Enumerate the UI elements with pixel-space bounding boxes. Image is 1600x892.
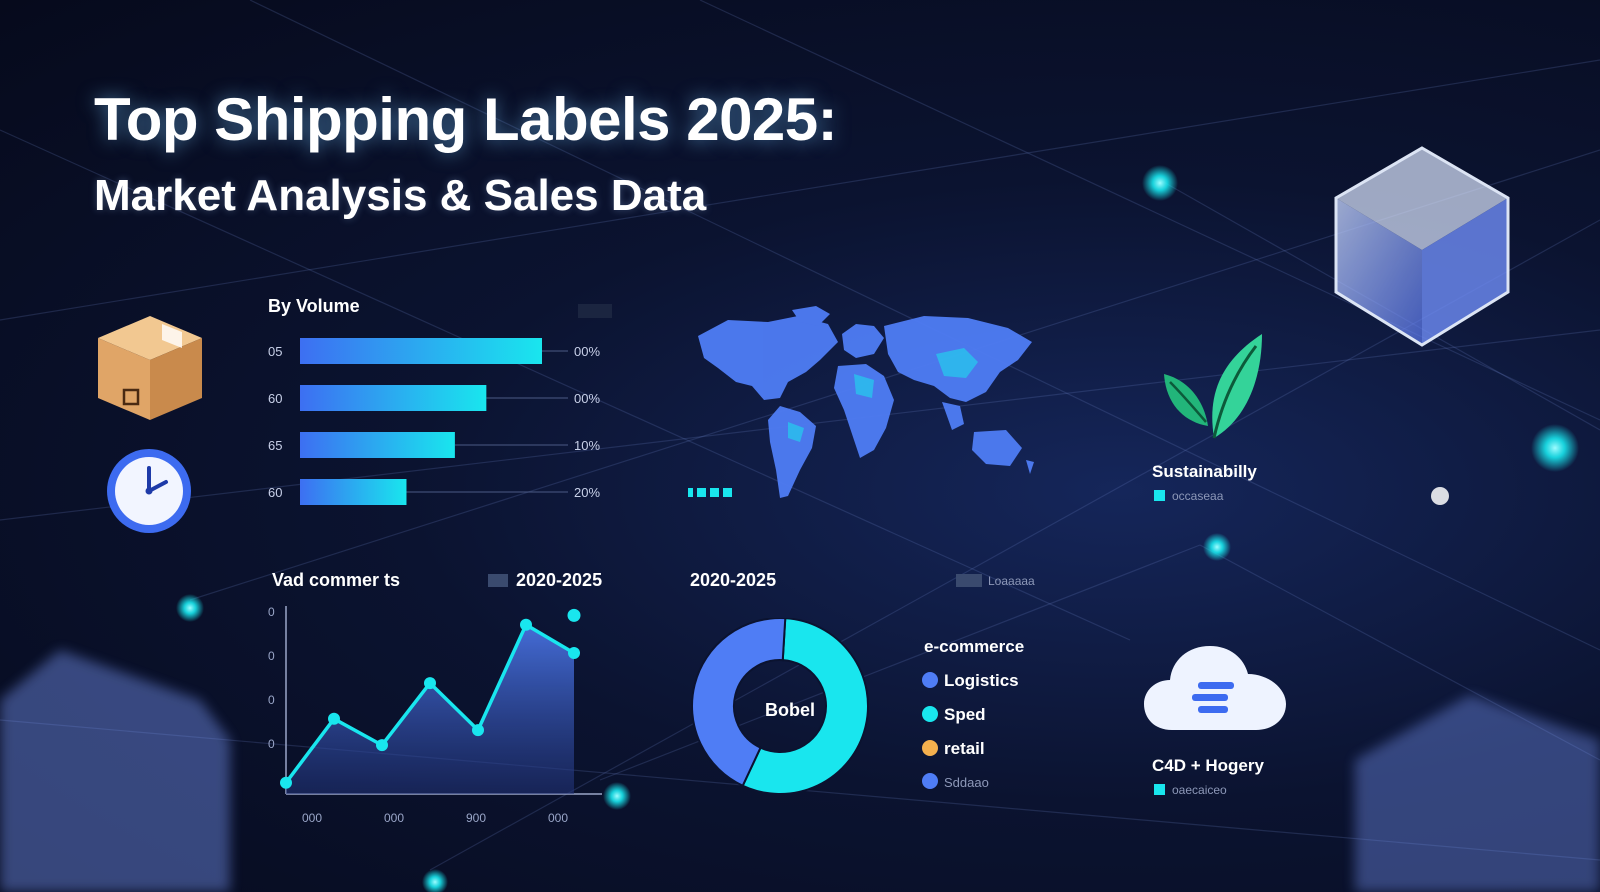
bar-category-label: 60 (268, 391, 282, 406)
legend-item-ecommerce: e-commerce (924, 637, 1024, 657)
bar (300, 338, 542, 364)
cloud-card-caption: oaecaiceo (1172, 783, 1227, 797)
donut-corner-label: Loaaaaa (988, 574, 1035, 588)
donut-slice (741, 618, 869, 795)
cloud-card-legend-swatch (1154, 784, 1165, 795)
sustainability-label: Sustainabilly (1152, 462, 1257, 481)
glow-nodes (176, 165, 1579, 892)
world-map (688, 306, 1034, 498)
donut-center-label: Bobel (764, 700, 815, 720)
line-chart-legend-label: 2020-2025 (516, 570, 603, 590)
area-fill (286, 624, 574, 794)
cloud-icon (1144, 646, 1286, 730)
legend-dot (922, 672, 938, 688)
x-tick-label: 000 (302, 811, 322, 825)
y-tick-label: 0 (268, 693, 275, 707)
data-point (520, 618, 532, 631)
legend-label: e-commerce (924, 637, 1025, 656)
legend-item-logistics: Logistics (922, 671, 1019, 691)
line-chart-legend-swatch (488, 574, 508, 587)
bar-value-label: 10% (574, 438, 600, 453)
leaf-icon (1164, 334, 1262, 439)
bar (300, 385, 487, 411)
cloud-card-label: C4D + Hogery (1152, 756, 1264, 775)
data-point (328, 712, 340, 725)
bar-value-label: 20% (574, 485, 600, 500)
bar-chart-legend-swatch (578, 304, 612, 318)
bar (300, 432, 455, 458)
legend-label: retail (944, 739, 985, 758)
sustainability-legend-swatch (1154, 490, 1165, 501)
x-tick-label: 000 (384, 811, 404, 825)
x-tick-label: 000 (548, 811, 568, 825)
clock-icon (107, 449, 191, 533)
x-tick-label: 900 (466, 811, 486, 825)
donut-slice (691, 618, 787, 788)
page-title: Top Shipping Labels 2025: (94, 86, 838, 153)
donut-legend-swatch (956, 574, 982, 587)
bar-category-label: 05 (268, 344, 282, 359)
legend-item-retail: retail (922, 739, 985, 759)
bar-chart: 05 00% 60 00% 65 10% 60 20% (268, 338, 600, 505)
bar-chart-title: By Volume (268, 296, 360, 316)
bar-value-label: 00% (574, 344, 600, 359)
y-tick-label: 0 (268, 605, 275, 619)
sustainability-caption: occaseaa (1172, 489, 1224, 503)
data-point (568, 647, 580, 659)
page-subtitle: Market Analysis & Sales Data (94, 171, 707, 220)
bar-category-label: 60 (268, 485, 282, 500)
legend-dot (922, 706, 938, 722)
legend-item-sped: Sped (922, 705, 986, 725)
data-point (472, 724, 484, 737)
donut-chart-title: 2020-2025 (690, 570, 777, 590)
data-point (376, 739, 388, 752)
line-chart-title: Vad commer ts (272, 570, 401, 590)
bar-value-label: 00% (574, 391, 600, 406)
legend-label: Logistics (944, 671, 1019, 690)
legend-item-sddaao: Sddaao (922, 773, 989, 790)
y-tick-label: 0 (268, 737, 275, 751)
data-point (424, 677, 436, 690)
legend-label: Sped (944, 705, 986, 724)
donut-chart (691, 618, 869, 795)
data-point (567, 608, 581, 622)
bar-category-label: 65 (268, 438, 282, 453)
legend-dot (922, 773, 938, 789)
glass-cube-icon (1334, 146, 1510, 347)
data-point (280, 776, 292, 789)
legend-dot (922, 740, 938, 756)
y-tick-label: 0 (268, 649, 275, 663)
legend-label: Sddaao (944, 775, 989, 790)
bar (300, 479, 407, 505)
package-box-icon (98, 316, 202, 420)
